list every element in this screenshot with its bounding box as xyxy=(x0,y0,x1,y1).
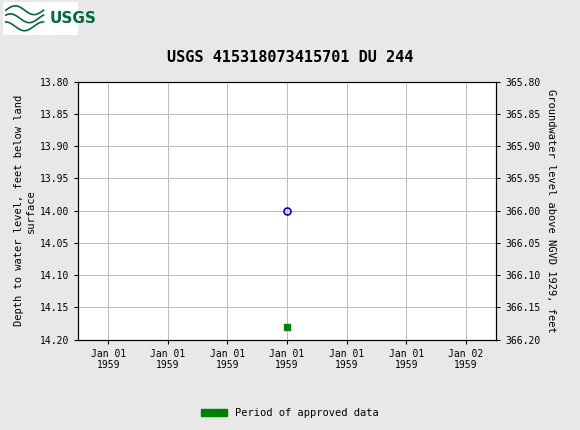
Text: USGS 415318073415701 DU 244: USGS 415318073415701 DU 244 xyxy=(167,49,413,64)
Text: USGS: USGS xyxy=(49,11,96,26)
Y-axis label: Depth to water level, feet below land
surface: Depth to water level, feet below land su… xyxy=(14,95,36,326)
Legend: Period of approved data: Period of approved data xyxy=(197,404,383,423)
FancyBboxPatch shape xyxy=(3,2,78,35)
Y-axis label: Groundwater level above NGVD 1929, feet: Groundwater level above NGVD 1929, feet xyxy=(546,89,556,332)
